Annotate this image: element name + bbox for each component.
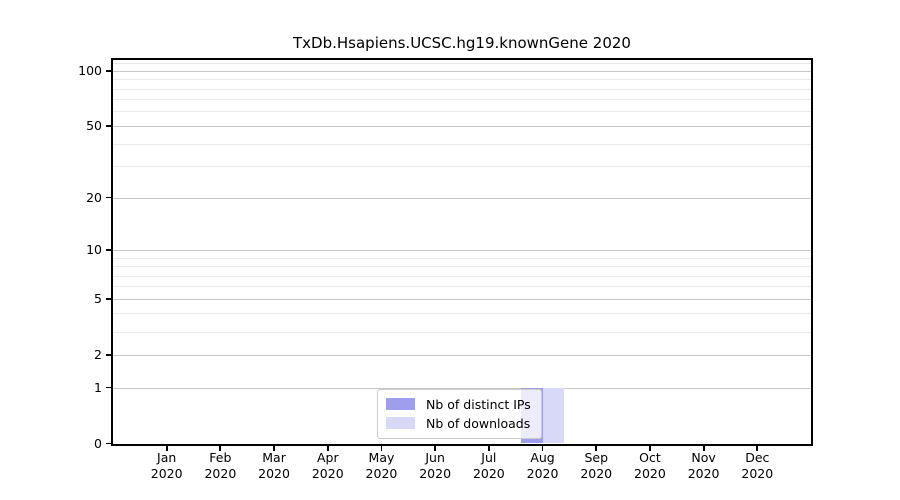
legend-swatch-distinct-ips [386,398,415,410]
minor-gridline [113,166,811,168]
minor-gridline [113,143,811,145]
x-tick-year: 2020 [365,466,398,481]
x-tick-month: Jun [425,450,445,465]
x-axis-tick-label: Apr 2020 [296,450,360,482]
plot-area: Nb of distinct IPs Nb of downloads [111,58,813,446]
chart-title: TxDb.Hsapiens.UCSC.hg19.knownGene 2020 [293,34,631,52]
x-axis-tick-label: Mar 2020 [242,450,306,482]
major-gridline [113,249,811,251]
legend-item-downloads: Nb of downloads [386,414,531,433]
x-tick-month: Mar [262,450,286,465]
x-axis-tick-label: Sep 2020 [564,450,628,482]
y-axis-tick-label: 100 [78,62,102,78]
x-axis-tick-label: May 2020 [349,450,413,482]
x-axis-tick-label: Dec 2020 [725,450,789,482]
major-gridline [113,298,811,300]
x-axis-tick-label: Jul 2020 [457,450,521,482]
x-axis-tick [595,445,598,451]
x-axis-tick [702,445,705,451]
x-axis-tick [649,445,651,451]
minor-gridline [113,63,811,65]
x-axis-tick-label: Jan 2020 [135,450,199,482]
x-tick-month: Jan [157,450,177,465]
minor-gridline [113,313,811,315]
x-tick-year: 2020 [472,466,505,481]
y-axis-tick-label: 0 [94,435,102,451]
x-tick-month: Sep [584,450,608,465]
y-axis-tick-label: 20 [86,189,102,205]
x-tick-year: 2020 [311,466,344,481]
x-tick-month: May [368,450,395,465]
y-axis-tick-label: 1 [94,379,102,395]
minor-gridline [113,88,811,90]
x-tick-month: Nov [691,450,716,465]
legend: Nb of distinct IPs Nb of downloads [377,388,542,439]
bar-downloads [542,387,565,444]
x-tick-year: 2020 [687,466,720,481]
minor-gridline [113,99,811,101]
x-tick-month: Apr [316,450,339,465]
x-axis-tick [380,445,383,451]
major-gridline [113,197,811,199]
x-tick-month: Aug [530,450,555,465]
minor-gridline [113,111,811,113]
x-tick-year: 2020 [258,466,290,481]
x-axis-tick [541,445,544,451]
x-axis-tick-label: Jun 2020 [403,450,467,482]
minor-gridline [113,266,811,267]
x-tick-year: 2020 [204,466,237,481]
minor-gridline [113,257,811,259]
x-axis-tick-label: Aug 2020 [511,450,575,482]
y-axis-tick-label: 50 [86,117,102,133]
x-tick-year: 2020 [419,466,452,481]
minor-gridline [113,275,811,277]
x-axis-tick [434,445,437,451]
major-gridline [113,387,811,389]
x-tick-month: Feb [209,450,232,465]
x-axis-tick-label: Nov 2020 [672,450,736,482]
x-tick-year: 2020 [634,466,666,481]
x-tick-month: Oct [639,450,661,465]
x-axis-tick [326,445,329,451]
minor-gridline [113,79,811,81]
x-tick-year: 2020 [741,466,774,481]
x-tick-year: 2020 [580,466,613,481]
x-tick-year: 2020 [150,466,183,481]
x-tick-month: Dec [745,450,770,465]
x-axis-tick [219,445,222,451]
legend-swatch-downloads [386,417,415,429]
x-axis-tick [756,445,759,451]
x-tick-month: Jul [481,450,497,465]
minor-gridline [113,286,811,288]
major-gridline [113,70,811,72]
x-axis-tick [165,445,168,451]
x-axis-tick [487,445,490,451]
x-axis-tick [273,445,275,451]
legend-label-downloads: Nb of downloads [426,415,531,431]
legend-label-distinct-ips: Nb of distinct IPs [426,396,531,412]
legend-item-distinct-ips: Nb of distinct IPs [386,395,531,414]
y-axis-tick-label: 5 [94,290,102,306]
minor-gridline [113,331,811,333]
major-gridline [113,125,811,127]
y-axis-tick-label: 10 [86,241,102,257]
x-tick-year: 2020 [526,466,559,481]
x-axis-tick-label: Feb 2020 [188,450,252,482]
major-gridline [113,354,811,356]
y-axis-tick-label: 2 [94,346,102,362]
x-axis-tick-label: Oct 2020 [618,450,682,482]
